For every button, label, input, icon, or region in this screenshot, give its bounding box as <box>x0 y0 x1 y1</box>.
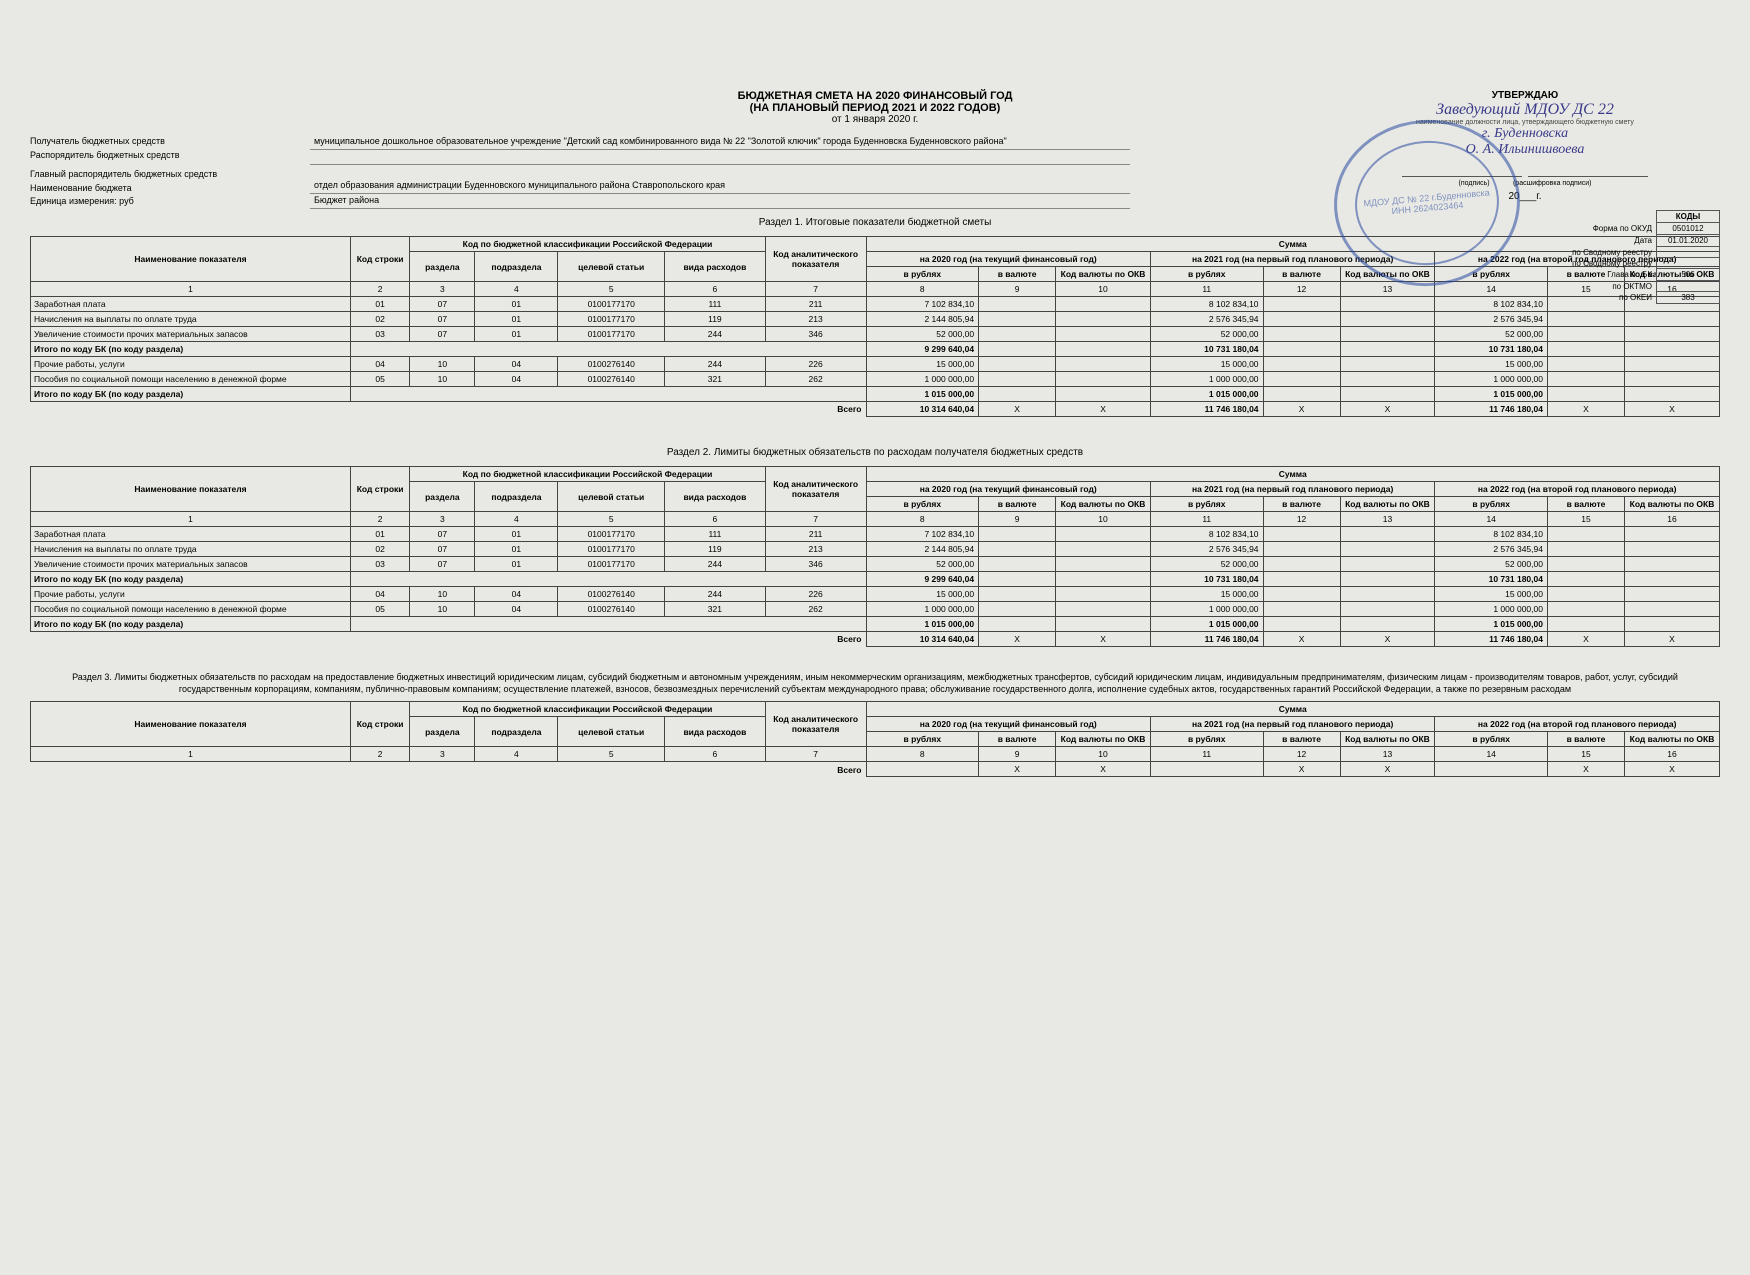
approval-label: УТВЕРЖДАЮ <box>1350 90 1700 101</box>
table-3: Наименование показателя Код строки Код п… <box>30 701 1720 777</box>
meta-recipient: муниципальное дошкольное образовательное… <box>310 135 1130 150</box>
hand-title: Заведующий МДОУ ДС 22 <box>1350 101 1700 119</box>
table-2: Наименование показателя Код строки Код п… <box>30 466 1720 647</box>
meta-chief: отдел образования администрации Буденнов… <box>310 179 1130 194</box>
section2-title: Раздел 2. Лимиты бюджетных обязательств … <box>30 447 1720 458</box>
stamp-text: МДОУ ДС № 22 г.Буденновска ИНН 262402346… <box>1350 135 1504 271</box>
decode-lbl: (расшифровка подписи) <box>1513 180 1592 187</box>
section3-title: Раздел 3. Лимиты бюджетных обязательств … <box>70 672 1680 695</box>
meta-budget: Бюджет района <box>310 194 1130 209</box>
codes-box: КОДЫ Форма по ОКУД0501012 Дата01.01.2020… <box>1566 210 1720 304</box>
meta-manager <box>310 150 1130 165</box>
